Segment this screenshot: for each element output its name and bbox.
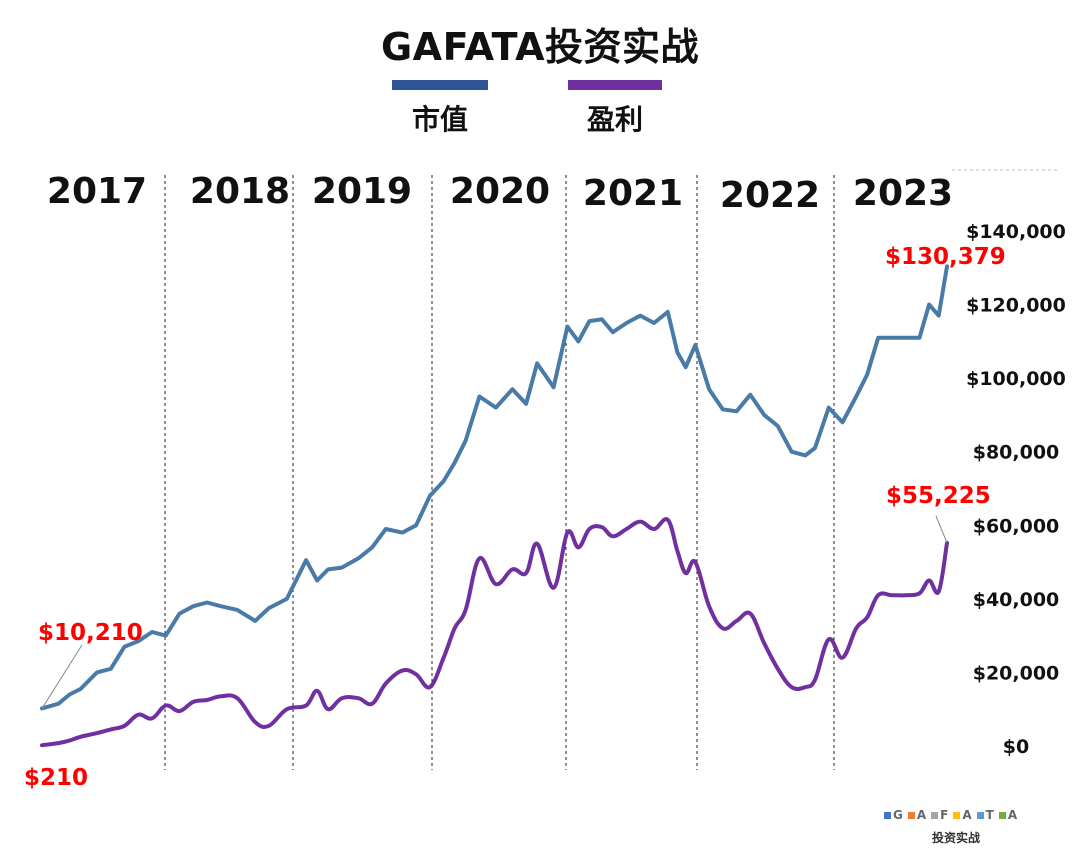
footer-color-square [976,812,984,819]
footer-letter: A [1007,808,1019,822]
footer-color-square [953,812,961,819]
legend-label-profit: 盈利 [586,103,643,136]
footer-letter: T [985,808,995,822]
year-label-2023: 2023 [853,173,953,214]
leader-line-start-value [41,644,83,709]
footer-letter: A [962,808,973,822]
footer-color-square [931,812,939,819]
y-tick-label: $140,000 [966,221,1066,243]
leader-line-end-profit [935,515,948,544]
y-tick-label: $100,000 [966,368,1066,390]
legend-swatch-profit [568,80,662,90]
series-line-market-value [40,264,949,711]
chart-title: GAFATA投资实战 [380,25,700,69]
y-tick-label: $20,000 [973,662,1060,684]
annotation-start-profit: $210 [24,765,88,791]
footer-letter: A [916,808,928,822]
series-line-profit [40,517,949,748]
annotation-start-value: $10,210 [38,620,143,646]
y-tick-label: $60,000 [973,515,1060,537]
annotation-end-value: $130,379 [885,244,1006,270]
year-label-2019: 2019 [312,171,412,212]
footer-subtitle: 投资实战 [932,831,981,845]
year-label-2020: 2020 [450,171,550,212]
footer-color-square [998,812,1006,819]
footer-color-square [907,812,915,819]
y-tick-label: $40,000 [973,589,1060,611]
footer-letter: F [940,808,950,822]
footer-color-square [884,812,891,819]
year-label-2022: 2022 [720,175,820,216]
y-tick-label: $120,000 [966,295,1066,317]
year-label-2018: 2018 [190,171,290,212]
year-label-2021: 2021 [583,173,683,214]
y-tick-label: $80,000 [973,442,1060,464]
footer-letter: G [893,808,904,822]
annotation-end-profit: $55,225 [886,483,991,509]
legend-label-market-value: 市值 [411,103,468,136]
y-tick-label: $0 [1003,736,1029,758]
legend-swatch-market-value [392,80,488,90]
year-label-2017: 2017 [47,171,147,212]
